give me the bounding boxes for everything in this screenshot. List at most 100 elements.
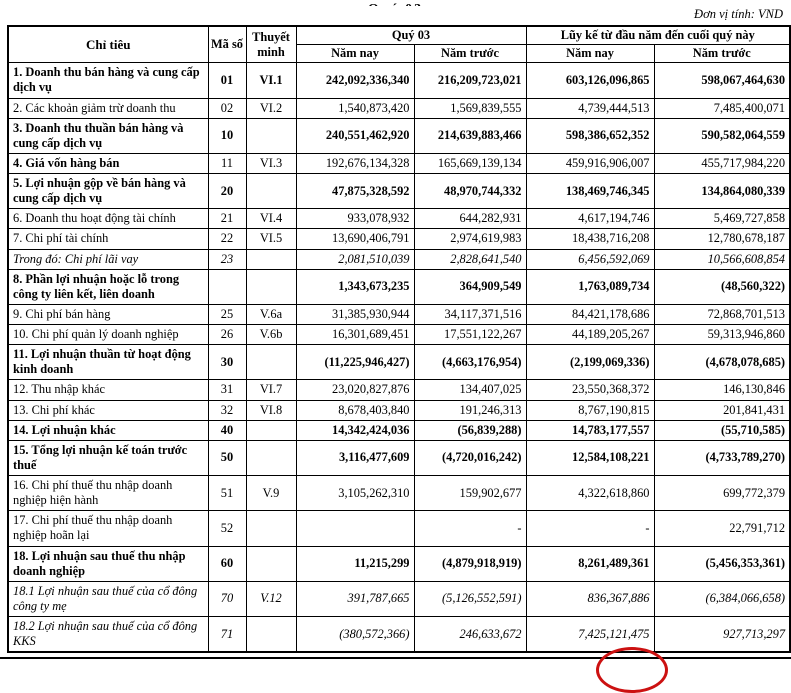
cumulative-this-year-value: 84,421,178,686 bbox=[525, 303, 655, 326]
row-label: 16. Chi phí thuế thu nhập doanh nghiệp h… bbox=[7, 474, 209, 512]
cumulative-last-year-value: 22,791,712 bbox=[653, 510, 791, 547]
quarter-this-year-value: 242,092,336,340 bbox=[295, 62, 415, 99]
row-note: V.9 bbox=[245, 474, 297, 512]
table-row: 16. Chi phí thuế thu nhập doanh nghiệp h… bbox=[7, 474, 791, 512]
row-note bbox=[245, 545, 297, 582]
header-code: Mã số bbox=[207, 25, 247, 64]
quarter-this-year-value: 192,676,134,328 bbox=[295, 152, 415, 175]
quarter-last-year-value: 246,633,672 bbox=[413, 616, 527, 653]
quarter-last-year-value: - bbox=[413, 510, 527, 547]
cumulative-last-year-value: 7,485,400,071 bbox=[653, 97, 791, 119]
quarter-this-year-value: (380,572,366) bbox=[295, 616, 415, 653]
row-code: 25 bbox=[207, 303, 247, 326]
quarter-last-year-value: 34,117,371,516 bbox=[413, 303, 527, 326]
quarter-this-year-value: 23,020,827,876 bbox=[295, 379, 415, 401]
cumulative-last-year-value: 590,582,064,559 bbox=[653, 117, 791, 154]
row-note: V.6b bbox=[245, 323, 297, 346]
cumulative-last-year-value: (4,733,789,270) bbox=[653, 439, 791, 477]
row-label: 12. Thu nhập khác bbox=[7, 379, 209, 401]
page-title-clipped: Quý 03 bbox=[0, 0, 791, 6]
row-label: 7. Chi phí tài chính bbox=[7, 228, 209, 250]
table-row: 4. Giá vốn hàng bán 11 VI.3 192,676,134,328… bbox=[7, 152, 791, 175]
row-code: 01 bbox=[207, 62, 247, 99]
table-row: 3. Doanh thu thuần bán hàng và cung cấp … bbox=[7, 117, 791, 154]
cumulative-this-year-value: 603,126,096,865 bbox=[525, 62, 655, 99]
cumulative-this-year-value: 8,261,489,361 bbox=[525, 545, 655, 582]
cumulative-last-year-value: 12,780,678,187 bbox=[653, 228, 791, 250]
header-item: Chỉ tiêu bbox=[7, 25, 209, 64]
quarter-last-year-value: (4,879,918,919) bbox=[413, 545, 527, 582]
quarter-last-year-value: 191,246,313 bbox=[413, 399, 527, 421]
quarter-this-year-value: 240,551,462,920 bbox=[295, 117, 415, 154]
table-row: 2. Các khoản giảm trừ doanh thu 02 VI.2 1,5… bbox=[7, 97, 791, 119]
cumulative-this-year-value: 8,767,190,815 bbox=[525, 399, 655, 421]
row-note bbox=[245, 419, 297, 441]
row-note: VI.3 bbox=[245, 152, 297, 175]
header-quarter-this-year: Năm nay bbox=[295, 44, 415, 64]
header-cumulative-last-year: Năm trước bbox=[653, 44, 791, 64]
quarter-last-year-value: (4,663,176,954) bbox=[413, 344, 527, 381]
row-note bbox=[245, 248, 297, 270]
cumulative-last-year-value: (4,678,078,685) bbox=[653, 344, 791, 381]
row-code bbox=[207, 268, 247, 305]
row-note: VI.8 bbox=[245, 399, 297, 421]
cumulative-this-year-value: 12,584,108,221 bbox=[525, 439, 655, 477]
red-seal-partial bbox=[596, 647, 668, 693]
table-row: 17. Chi phí thuế thu nhập doanh nghiệp h… bbox=[7, 510, 791, 547]
cumulative-this-year-value: 459,916,906,007 bbox=[525, 152, 655, 175]
row-note bbox=[245, 172, 297, 210]
header-quarter-last-year: Năm trước bbox=[413, 44, 527, 64]
cumulative-this-year-value: 4,322,618,860 bbox=[525, 474, 655, 512]
table-row: 15. Tổng lợi nhuận kế toán trước thuế 50 3… bbox=[7, 439, 791, 477]
quarter-last-year-value: 2,974,619,983 bbox=[413, 228, 527, 250]
row-code: 10 bbox=[207, 117, 247, 154]
quarter-this-year-value: 1,343,673,235 bbox=[295, 268, 415, 305]
quarter-last-year-value: (56,839,288) bbox=[413, 419, 527, 441]
row-code: 51 bbox=[207, 474, 247, 512]
row-label: 1. Doanh thu bán hàng và cung cấp dịch v… bbox=[7, 62, 209, 99]
row-note bbox=[245, 344, 297, 381]
header-row-groups: Chỉ tiêu Mã số Thuyết minh Quý 03 Lũy kế… bbox=[7, 25, 791, 64]
unit-label: Đơn vị tính: VND bbox=[694, 7, 783, 21]
row-code: 40 bbox=[207, 419, 247, 441]
cumulative-this-year-value: 14,783,177,557 bbox=[525, 419, 655, 441]
quarter-last-year-value: 364,909,549 bbox=[413, 268, 527, 305]
row-label: 15. Tổng lợi nhuận kế toán trước thuế bbox=[7, 439, 209, 477]
cumulative-this-year-value: 598,386,652,352 bbox=[525, 117, 655, 154]
table-row: Trong đó: Chi phí lãi vay 23 2,081,510,039… bbox=[7, 248, 791, 270]
row-code: 70 bbox=[207, 580, 247, 618]
table-row: 12. Thu nhập khác 31 VI.7 23,020,827,876 134… bbox=[7, 379, 791, 401]
cumulative-last-year-value: (48,560,322) bbox=[653, 268, 791, 305]
cumulative-this-year-value: 23,550,368,372 bbox=[525, 379, 655, 401]
row-code: 23 bbox=[207, 248, 247, 270]
quarter-this-year-value: 1,540,873,420 bbox=[295, 97, 415, 119]
quarter-this-year-value: 14,342,424,036 bbox=[295, 419, 415, 441]
page-bottom-rule bbox=[0, 657, 791, 659]
quarter-this-year-value: 391,787,665 bbox=[295, 580, 415, 618]
cumulative-last-year-value: 927,713,297 bbox=[653, 616, 791, 653]
row-label: 5. Lợi nhuận gộp về bán hàng và cung cấp… bbox=[7, 172, 209, 210]
report-rows: 1. Doanh thu bán hàng và cung cấp dịch v… bbox=[7, 62, 791, 653]
cumulative-last-year-value: 201,841,431 bbox=[653, 399, 791, 421]
cumulative-last-year-value: (55,710,585) bbox=[653, 419, 791, 441]
cumulative-last-year-value: 146,130,846 bbox=[653, 379, 791, 401]
cumulative-this-year-value: 18,438,716,208 bbox=[525, 228, 655, 250]
cumulative-last-year-value: 598,067,464,630 bbox=[653, 62, 791, 99]
table-row: 13. Chi phí khác 32 VI.8 8,678,403,840 191,2… bbox=[7, 399, 791, 421]
cumulative-last-year-value: (5,456,353,361) bbox=[653, 545, 791, 582]
row-note: VI.1 bbox=[245, 62, 297, 99]
header-group-cumulative: Lũy kế từ đầu năm đến cuối quý này bbox=[525, 25, 791, 46]
quarter-this-year-value: 3,105,262,310 bbox=[295, 474, 415, 512]
header-note: Thuyết minh bbox=[245, 25, 297, 64]
cumulative-this-year-value: 6,456,592,069 bbox=[525, 248, 655, 270]
quarter-last-year-value: 644,282,931 bbox=[413, 208, 527, 230]
row-note: VI.4 bbox=[245, 208, 297, 230]
cumulative-last-year-value: 72,868,701,513 bbox=[653, 303, 791, 326]
row-code: 32 bbox=[207, 399, 247, 421]
cumulative-this-year-value: - bbox=[525, 510, 655, 547]
cumulative-last-year-value: 59,313,946,860 bbox=[653, 323, 791, 346]
table-header: Chỉ tiêu Mã số Thuyết minh Quý 03 Lũy kế… bbox=[7, 25, 791, 64]
quarter-this-year-value: (11,225,946,427) bbox=[295, 344, 415, 381]
header-group-quarter: Quý 03 bbox=[295, 25, 527, 46]
cumulative-this-year-value: 4,739,444,513 bbox=[525, 97, 655, 119]
